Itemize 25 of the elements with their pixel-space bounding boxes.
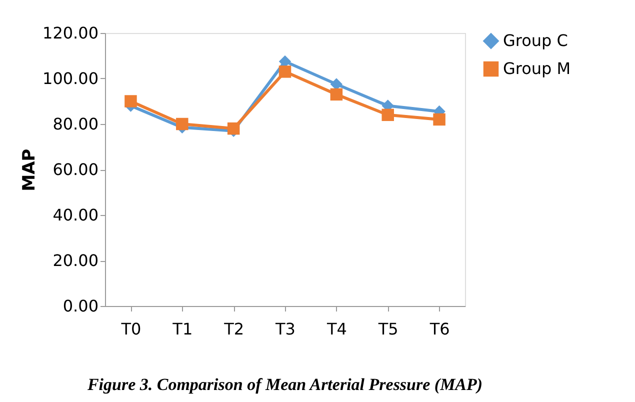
x-tick-label: T0 (120, 320, 142, 338)
point (433, 113, 446, 126)
point (330, 88, 343, 101)
x-tick-label: T2 (223, 320, 244, 338)
point (278, 66, 292, 78)
y-tick-label: 80.00 (52, 114, 98, 134)
y-tick-label: 20.00 (52, 251, 98, 270)
legend-label: Group M (503, 59, 571, 78)
point (124, 95, 137, 108)
x-tick-label: T4 (326, 320, 347, 338)
y-tick-label: 40.00 (52, 206, 98, 224)
x-tick-label: T6 (428, 320, 450, 338)
y-tick-label: 0.00 (62, 296, 98, 316)
y-tick-label: 120.00 (42, 24, 98, 42)
y-axis-title: MAP (20, 148, 40, 192)
point (227, 122, 240, 135)
caption: Figure 3. Comparison of Mean Arterial Pressure (MAP) (86, 375, 483, 394)
x-tick-label: T1 (172, 320, 193, 338)
x-tick-label: T5 (377, 320, 398, 338)
x-tick-label: T3 (274, 320, 296, 338)
y-tick-label: 60.00 (52, 160, 98, 179)
point (176, 118, 188, 130)
legend-label: Group C (503, 31, 568, 50)
point (382, 108, 394, 122)
y-tick-label: 100.00 (42, 69, 98, 88)
